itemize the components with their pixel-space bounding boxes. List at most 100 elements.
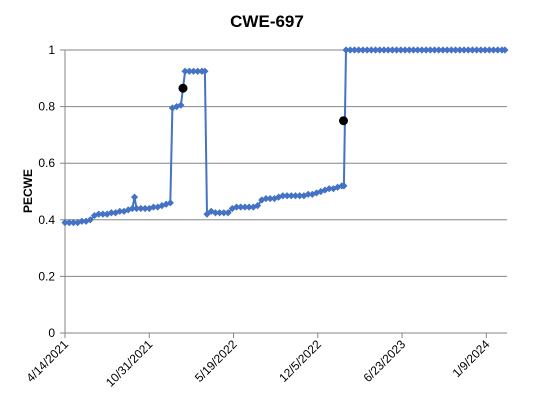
data-point [439,46,447,54]
data-point [376,46,384,54]
data-point [275,193,283,201]
data-point [501,46,509,54]
data-point [418,46,426,54]
data-point [367,46,375,54]
data-point [177,101,185,109]
data-point [435,46,443,54]
data-point [137,204,145,213]
data-point [107,209,115,217]
data-point [464,46,472,54]
x-tick-label: 5/19/2022 [192,337,240,385]
chart-title: CWE-697 [230,12,304,31]
data-point [304,190,312,198]
data-point [61,219,69,227]
data-point [350,46,359,54]
data-point [325,185,333,193]
data-point [253,202,262,210]
data-point [181,67,189,75]
data-point [224,209,232,217]
data-point [409,46,418,54]
data-point [74,219,82,227]
data-point [78,217,86,225]
data-point [334,183,342,191]
data-point [130,193,139,201]
x-tick-label: 1/9/2024 [450,337,493,380]
y-tick-label: 0 [48,326,55,340]
y-tick-label: 0.2 [38,269,55,283]
y-tick-label: 1 [48,43,55,57]
y-tick-label: 0.6 [38,156,55,170]
data-point [473,46,481,54]
x-tick-label: 6/23/2023 [361,337,409,385]
x-tick-label: 12/5/2022 [276,337,324,385]
data-point [185,67,193,75]
data-point [489,46,498,54]
series-markers [61,46,509,227]
data-point [468,46,477,54]
data-point [456,46,464,54]
data-point [194,67,202,75]
x-tick-label: 4/14/2021 [23,337,71,385]
data-point [494,46,502,54]
data-point [384,46,392,54]
y-axis-label: PECWE [21,169,35,213]
data-point [262,194,270,203]
data-point [397,46,405,54]
data-point [245,203,253,211]
data-point [430,46,439,54]
data-point [69,219,78,227]
data-point [451,46,460,54]
data-point [65,219,73,227]
data-point [141,204,149,213]
y-tick-label: 0.4 [38,213,55,227]
data-point [149,203,158,211]
data-point [422,46,430,54]
data-point [481,46,489,54]
x-tick-label: 10/31/2021 [103,337,156,390]
data-point [211,209,220,217]
data-point [485,46,493,54]
x-tick-labels: 4/14/2021 10/31/2021 5/19/2022 12/5/2022 6/2… [23,337,492,390]
data-point [133,204,141,213]
highlight-point [178,83,188,93]
data-point [279,192,287,200]
gridlines [65,49,507,277]
data-point [220,209,228,217]
data-point [401,46,409,54]
highlight-point [339,116,349,126]
data-point [355,46,363,54]
data-point [308,190,316,198]
data-point [393,46,401,54]
data-point [426,46,434,54]
data-point [363,46,371,54]
data-point [266,194,274,203]
data-point [128,204,137,213]
axes [60,49,507,338]
data-point [460,46,468,54]
data-point [287,192,295,200]
data-point [340,182,348,190]
data-point [359,46,367,54]
data-point [405,46,413,54]
data-point [201,67,209,75]
data-point [477,46,485,54]
data-point [447,46,455,54]
data-point [443,46,451,54]
data-point [283,192,291,200]
data-point [346,46,354,54]
data-point [237,203,245,211]
data-point [189,67,198,75]
data-point [86,216,94,224]
y-tick-labels: 0 0.2 0.4 0.6 0.8 1 [38,43,55,340]
data-point [116,207,124,215]
data-point [414,46,422,54]
data-point [380,46,388,54]
data-point [95,210,103,218]
data-point [232,203,241,211]
data-point [312,189,321,197]
data-point [291,192,300,200]
data-point [111,209,120,217]
data-point [216,209,224,217]
y-tick-label: 0.8 [38,100,55,114]
